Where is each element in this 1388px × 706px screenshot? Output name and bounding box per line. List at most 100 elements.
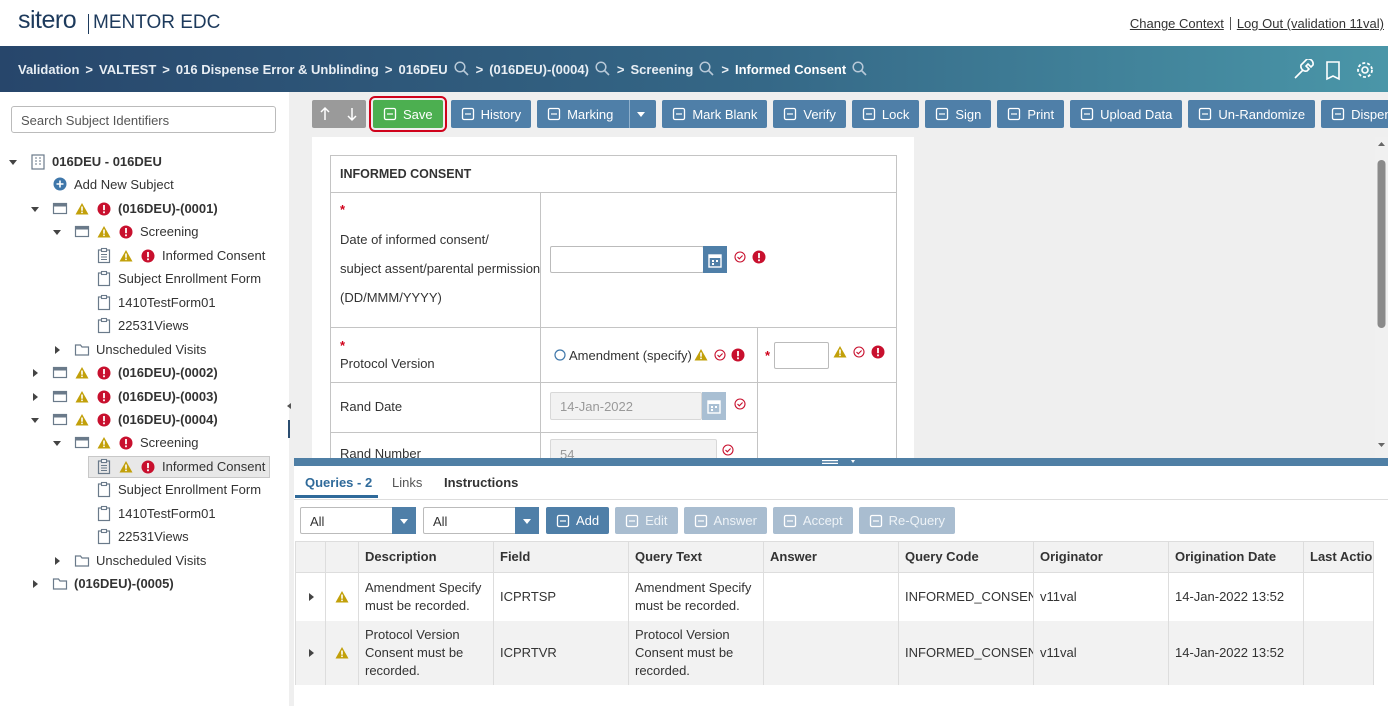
scrollbar[interactable] [1375,137,1388,458]
breadcrumb-item[interactable]: Validation [18,61,80,77]
toolbar-button[interactable]: History [450,100,532,128]
expand-arrow[interactable] [30,415,40,425]
collapse-arrow[interactable] [52,556,62,566]
tab[interactable]: Queries - 2 [305,475,373,490]
tree-label[interactable]: (016DEU)-(0002) [118,365,218,381]
warning-icon-part [97,226,111,238]
tree-label[interactable]: Informed Consent [162,458,266,474]
tree-label[interactable]: 1410TestForm01 [118,505,216,521]
splitter-handle[interactable] [285,398,293,440]
grip-arrow[interactable] [851,460,855,463]
warning-icon [75,413,89,427]
scroll-down[interactable] [1378,443,1385,447]
scroll-thumb[interactable] [1377,160,1386,328]
tree-label[interactable]: (016DEU)-(0004) [118,411,218,427]
selected-row [88,455,270,478]
breadcrumb-item[interactable]: VALTEST [99,61,157,77]
dropdown-button [392,507,416,534]
verify-icon-part-part [737,255,743,260]
search-input[interactable]: Search Subject Identifiers [11,106,276,133]
query-button[interactable]: Add [546,507,610,534]
toolbar-button[interactable]: Sign [925,100,992,128]
tree-label[interactable]: Add New Subject [74,177,174,193]
scroll-up[interactable] [1378,142,1385,146]
table-row[interactable]: Amendment Specify must be recorded. ICPRT… [296,573,1374,621]
radio-button-part [554,349,566,361]
row-expander[interactable] [307,592,315,602]
link[interactable]: Change Context [1129,16,1224,31]
filter-select[interactable]: All [423,507,539,534]
error-icon-part-part [125,439,127,445]
verify-icon-part-part [717,353,723,358]
tree-label[interactable]: 016DEU - 016DEU [52,154,162,169]
collapse-arrow[interactable] [30,579,40,589]
collapse-arrow[interactable] [52,345,62,355]
calendar-button[interactable] [703,246,727,273]
radio-button[interactable] [554,349,566,361]
expand-arrow[interactable] [52,438,62,448]
collapse-arrow-part-part [55,345,60,354]
book-icon[interactable] [1326,61,1340,81]
tree-label[interactable]: (016DEU)-(0003) [118,388,218,404]
tree-label[interactable]: Unscheduled Visits [96,341,207,357]
error-icon-part-part [737,357,739,360]
tree-label[interactable]: Subject Enrollment Form [118,271,262,287]
toolbar-button[interactable]: Save [373,100,443,128]
add-icon-part-part [56,180,64,188]
tree-label[interactable]: Screening [140,435,199,451]
tree-label[interactable]: Informed Consent [162,247,266,263]
expand-arrow[interactable] [52,227,62,237]
toolbar-button[interactable]: Upload Data [1070,100,1183,128]
collapse-arrow[interactable] [287,403,291,409]
tab[interactable]: Instructions [444,475,519,490]
specify-input[interactable] [774,342,829,369]
toolbar-button[interactable]: Marking [537,100,657,128]
tree-label[interactable]: 1410TestForm01 [118,294,216,310]
expand-arrow[interactable] [8,157,18,167]
tree-label[interactable]: 22531Views [118,318,189,334]
tree-label[interactable]: Screening [140,224,199,240]
nav-arrows[interactable] [312,100,366,128]
expand-arrow-part-part [31,206,39,212]
breadcrumb-item[interactable]: 016 Dispense Error & Unblinding [175,61,379,77]
down-arrow[interactable] [347,108,357,122]
wrench-icon[interactable] [1294,59,1314,79]
collapse-arrow[interactable] [30,368,40,378]
link[interactable]: Log Out (validation 11val) [1236,16,1384,31]
toolbar-button[interactable]: Lock [851,100,920,128]
toolbar-button[interactable]: Verify [773,100,846,128]
filter-select[interactable]: All [300,507,416,534]
collapse-arrow-part-part [33,392,38,401]
button-icon-part [784,107,797,121]
warning-icon-part [833,346,847,358]
form-icon-part-part [100,505,108,510]
dropdown-arrow[interactable] [636,110,646,119]
table-row[interactable]: Protocol Version Consent must be recorde… [296,621,1374,685]
tree-label[interactable]: Subject Enrollment Form [118,482,262,498]
error-icon-part-part [103,375,105,378]
toolbar-button[interactable]: Un-Randomize [1188,100,1316,128]
table-header: Description Field Query Text Answer Query Co… [296,542,1374,573]
verify-icon-part [734,398,746,410]
tree-label[interactable]: 22531Views [118,529,189,545]
breadcrumb-item[interactable]: (016DEU)-(0004) [489,61,589,77]
toolbar-button[interactable]: Print [997,100,1065,128]
panel-splitter[interactable] [294,458,1388,466]
button-icon-part-part [1199,107,1212,121]
warning-icon [833,345,847,359]
tree-label[interactable]: Unscheduled Visits [96,552,207,568]
row-expander[interactable] [307,648,315,658]
tree-label[interactable]: (016DEU)-(0001) [118,200,218,216]
toolbar-button[interactable]: Dispense [1321,100,1388,128]
collapse-arrow[interactable] [30,392,40,402]
expand-arrow[interactable] [30,204,40,214]
up-arrow[interactable] [320,106,330,120]
table-cell: ICPRTSP [494,573,629,621]
date-input[interactable] [550,246,704,273]
tab[interactable]: Links [392,475,423,490]
toolbar-button[interactable]: Mark Blank [662,100,768,128]
gear-icon[interactable] [1357,62,1373,78]
breadcrumb-item[interactable]: 016DEU [398,61,448,77]
tree-label[interactable]: (016DEU)-(0005) [74,576,174,592]
breadcrumb-item[interactable]: Screening [630,61,694,77]
